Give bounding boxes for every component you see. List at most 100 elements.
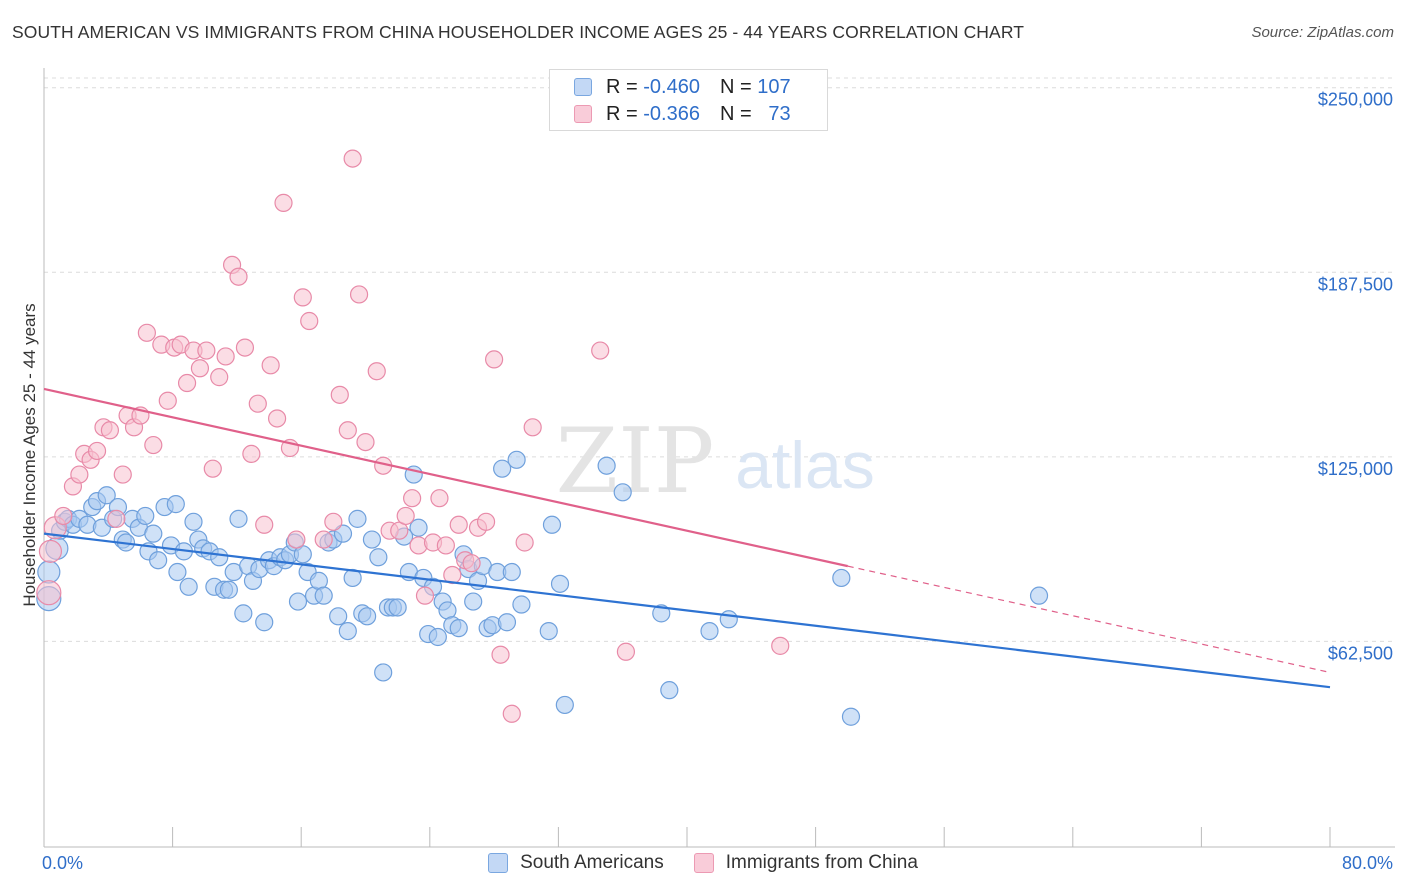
data-point-china xyxy=(242,444,261,464)
data-point-china xyxy=(476,512,496,531)
data-point-china xyxy=(300,311,319,331)
data-point-china xyxy=(203,459,222,478)
data-point-china xyxy=(158,391,177,410)
china-points xyxy=(36,149,790,723)
data-point-china xyxy=(515,533,534,552)
data-point-south-americans xyxy=(428,627,447,647)
data-point-china xyxy=(36,580,62,606)
data-point-china xyxy=(144,435,163,455)
watermark: ZIP atlas xyxy=(556,409,875,514)
legend-swatch-blue xyxy=(574,78,592,96)
data-point-south-americans xyxy=(362,530,382,549)
data-point-south-americans xyxy=(149,551,168,570)
data-point-china xyxy=(216,347,235,366)
correlation-legend: R = -0.460 N = 107 R = -0.366 N = 73 xyxy=(549,69,828,131)
legend-r-value: -0.366 xyxy=(643,102,700,125)
source-label: Source: ZipAtlas.com xyxy=(1251,24,1394,41)
data-point-south-americans xyxy=(597,456,616,475)
data-point-china xyxy=(449,515,468,534)
data-point-south-americans xyxy=(652,604,671,623)
data-point-south-americans xyxy=(229,509,248,528)
data-point-china xyxy=(403,489,422,508)
south-americans-points xyxy=(36,450,1049,726)
data-point-china xyxy=(396,506,415,526)
data-point-china xyxy=(100,421,120,440)
data-point-china xyxy=(197,341,216,360)
legend-item-south-americans: South Americans xyxy=(488,852,664,874)
legend-row-south-americans: R = -0.460 N = 107 xyxy=(574,73,791,101)
data-point-china xyxy=(502,704,521,723)
data-point-south-americans xyxy=(1029,586,1049,605)
data-point-china xyxy=(261,356,280,375)
legend-n-label: N = xyxy=(719,102,752,125)
data-point-china xyxy=(314,530,333,549)
data-point-china xyxy=(293,288,312,307)
data-point-south-americans xyxy=(369,548,388,567)
data-point-china xyxy=(177,373,197,393)
data-point-south-americans xyxy=(409,518,428,537)
axes xyxy=(43,68,1395,848)
legend-label-south-americans: South Americans xyxy=(520,852,664,873)
x-tick-label-max: 80.0% xyxy=(1342,853,1393,873)
data-point-south-americans xyxy=(507,450,526,469)
watermark-atlas: atlas xyxy=(735,428,874,502)
swatch-south-americans xyxy=(488,853,509,873)
data-point-china xyxy=(349,285,369,304)
data-point-china xyxy=(462,554,481,573)
data-point-china xyxy=(113,465,132,484)
y-tick-label: $250,000 xyxy=(1318,90,1393,110)
data-point-china xyxy=(38,539,63,563)
data-point-china xyxy=(235,338,255,357)
watermark-zip: ZIP xyxy=(556,409,715,514)
data-point-south-americans xyxy=(542,515,562,534)
data-point-south-americans xyxy=(338,621,357,641)
data-point-china xyxy=(87,441,107,461)
data-point-china xyxy=(338,421,357,440)
legend-n-value: 73 xyxy=(768,102,791,125)
data-point-south-americans xyxy=(136,506,155,526)
data-point-south-americans xyxy=(329,607,348,626)
data-point-china xyxy=(523,418,542,437)
data-point-south-americans xyxy=(144,524,163,543)
data-point-south-americans xyxy=(493,459,512,478)
legend-r-value: -0.460 xyxy=(643,75,700,98)
data-point-china xyxy=(436,536,455,555)
trend-lines xyxy=(43,387,1331,689)
trend-line-south-americans xyxy=(43,532,1331,689)
data-point-south-americans xyxy=(464,592,483,611)
data-point-south-americans xyxy=(184,512,203,531)
data-point-china xyxy=(229,267,248,286)
data-point-south-americans xyxy=(168,562,187,582)
series-legend: South Americans Immigrants from China xyxy=(0,852,1406,874)
data-point-south-americans xyxy=(512,595,531,614)
data-point-china xyxy=(415,586,435,605)
data-point-south-americans xyxy=(255,613,274,632)
data-point-china xyxy=(287,530,306,549)
swatch-china xyxy=(693,853,714,873)
y-axis-label: Householder Income Ages 25 - 44 years xyxy=(20,303,39,607)
data-point-south-americans xyxy=(449,619,468,638)
data-point-south-americans xyxy=(358,607,377,626)
data-point-china xyxy=(430,489,449,508)
data-point-china xyxy=(485,350,504,369)
data-point-china xyxy=(343,149,362,168)
data-point-south-americans xyxy=(388,598,407,617)
data-point-china xyxy=(210,368,229,387)
data-point-china xyxy=(616,642,636,661)
y-tick-label: $62,500 xyxy=(1328,643,1393,663)
x-tick-label-min: 0.0% xyxy=(42,853,83,873)
data-point-south-americans xyxy=(374,663,393,682)
data-point-south-americans xyxy=(179,577,198,596)
legend-n-value: 107 xyxy=(757,75,791,98)
trend-line-china xyxy=(43,387,848,568)
data-point-south-americans xyxy=(219,580,238,599)
data-point-south-americans xyxy=(719,610,738,629)
data-point-china xyxy=(190,359,210,378)
data-point-china xyxy=(255,515,274,534)
data-point-china xyxy=(248,394,267,413)
y-tick-label: $125,000 xyxy=(1318,459,1393,479)
data-point-china xyxy=(330,385,349,404)
data-point-china xyxy=(491,645,510,664)
data-point-china xyxy=(367,362,386,381)
